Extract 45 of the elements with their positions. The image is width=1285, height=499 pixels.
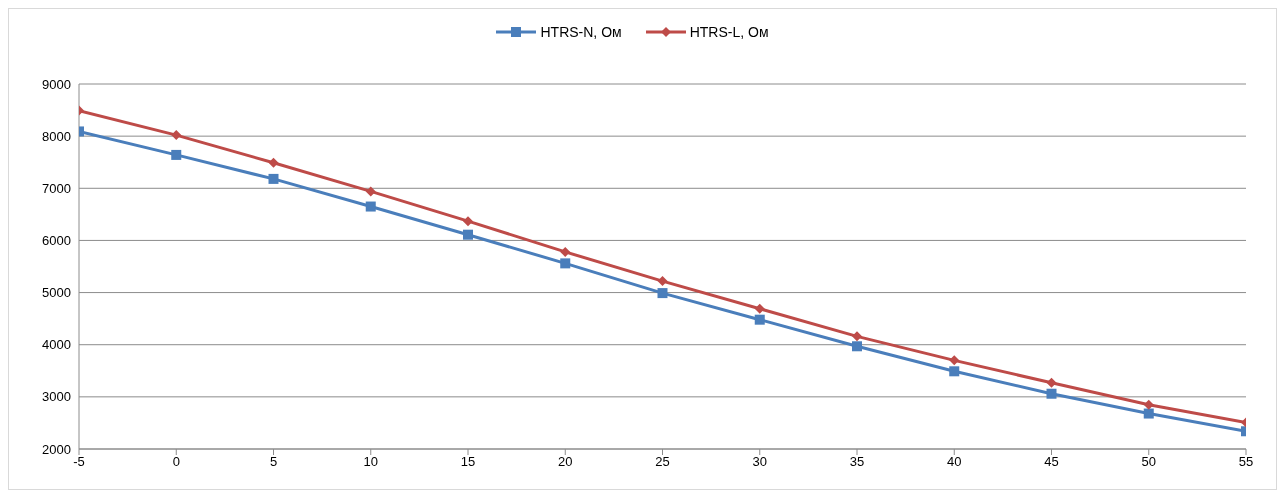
x-tick-label: 5 (269, 454, 278, 470)
x-tick-label: 15 (460, 454, 476, 470)
point (1143, 399, 1154, 410)
point (657, 288, 668, 299)
point (365, 201, 376, 212)
y-tick-label: 2000 (42, 441, 71, 457)
point (657, 276, 668, 287)
legend-label: HTRS-L, Ом (689, 24, 769, 40)
x-tick-label: 40 (947, 454, 962, 470)
x-tick-label: 25 (655, 454, 670, 470)
point (949, 355, 960, 366)
y-tick-label: 7000 (42, 180, 71, 196)
y-tick-label: 9000 (42, 76, 71, 92)
x-tick-label: 45 (1044, 454, 1059, 470)
point (754, 314, 765, 325)
point (852, 331, 862, 342)
x-tick-label: 20 (558, 454, 573, 470)
x-tick-label: -5 (73, 454, 85, 470)
y-tick-label: 6000 (42, 233, 71, 249)
point (463, 229, 473, 240)
point (268, 157, 279, 168)
point (1046, 388, 1057, 399)
point (268, 173, 279, 184)
point (949, 366, 960, 377)
x-tick-label: 0 (172, 454, 180, 470)
point (1046, 377, 1057, 388)
x-tick-label: 35 (849, 454, 865, 470)
point (560, 246, 571, 257)
y-tick-label: 5000 (42, 285, 71, 301)
point (1143, 408, 1154, 419)
point (560, 258, 571, 269)
y-tick-label: 4000 (42, 337, 71, 353)
point (171, 149, 182, 160)
x-tick-label: 50 (1141, 454, 1156, 470)
legend-label: HTRS-N, Ом (540, 24, 622, 40)
x-tick-label: 10 (363, 454, 378, 470)
point (852, 341, 862, 352)
point (365, 186, 376, 197)
point (463, 216, 473, 227)
x-tick-label: 55 (1238, 454, 1254, 470)
point (171, 130, 182, 141)
y-tick-label: 3000 (42, 389, 71, 405)
y-tick-label: 8000 (42, 128, 71, 144)
point (754, 303, 765, 314)
x-tick-label: 30 (752, 454, 767, 470)
